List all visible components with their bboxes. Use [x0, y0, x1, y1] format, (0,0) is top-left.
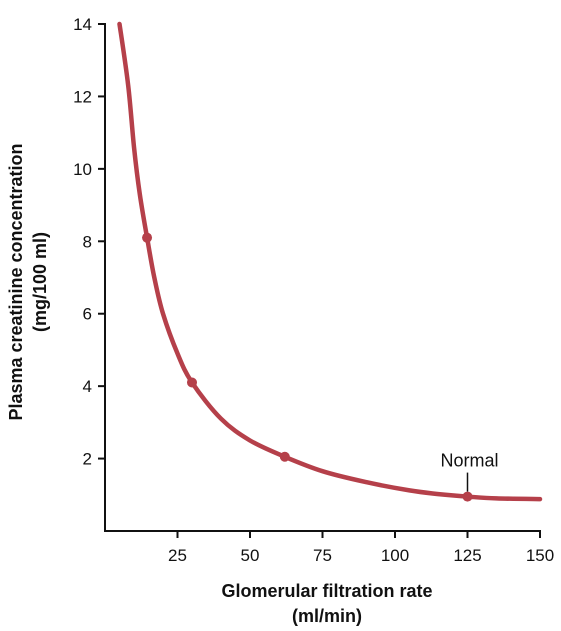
y-axis-title-line2: (mg/100 ml): [30, 232, 50, 332]
y-ticks: 2 4 6 8 10 12 14: [73, 15, 105, 469]
creatinine-curve: [117, 21, 543, 502]
normal-annotation: Normal: [440, 451, 499, 492]
x-tick-label: 25: [168, 546, 187, 565]
y-tick-label: 4: [83, 377, 92, 396]
y-tick-label: 6: [83, 305, 92, 324]
normal-label: Normal: [440, 451, 498, 471]
data-point: [187, 377, 197, 388]
x-tick-label: 125: [453, 546, 481, 565]
x-tick-label: 100: [381, 546, 409, 565]
x-tick-label: 150: [526, 546, 554, 565]
y-tick-label: 14: [73, 15, 92, 34]
x-ticks: 25 50 75 100 125 150: [168, 531, 554, 565]
data-points: [142, 232, 473, 502]
data-point: [279, 451, 290, 462]
y-tick-label: 12: [73, 87, 92, 106]
x-axis-title-line1: Glomerular filtration rate: [221, 581, 432, 601]
y-axis-title-line1: Plasma creatinine concentration: [6, 143, 26, 420]
y-tick-label: 10: [73, 160, 92, 179]
x-tick-label: 75: [313, 546, 332, 565]
x-axis-title-line2: (ml/min): [292, 606, 362, 626]
x-tick-label: 50: [241, 546, 260, 565]
data-point: [462, 491, 473, 502]
y-tick-label: 2: [83, 450, 92, 469]
data-point: [142, 232, 153, 243]
y-tick-label: 8: [83, 232, 92, 251]
